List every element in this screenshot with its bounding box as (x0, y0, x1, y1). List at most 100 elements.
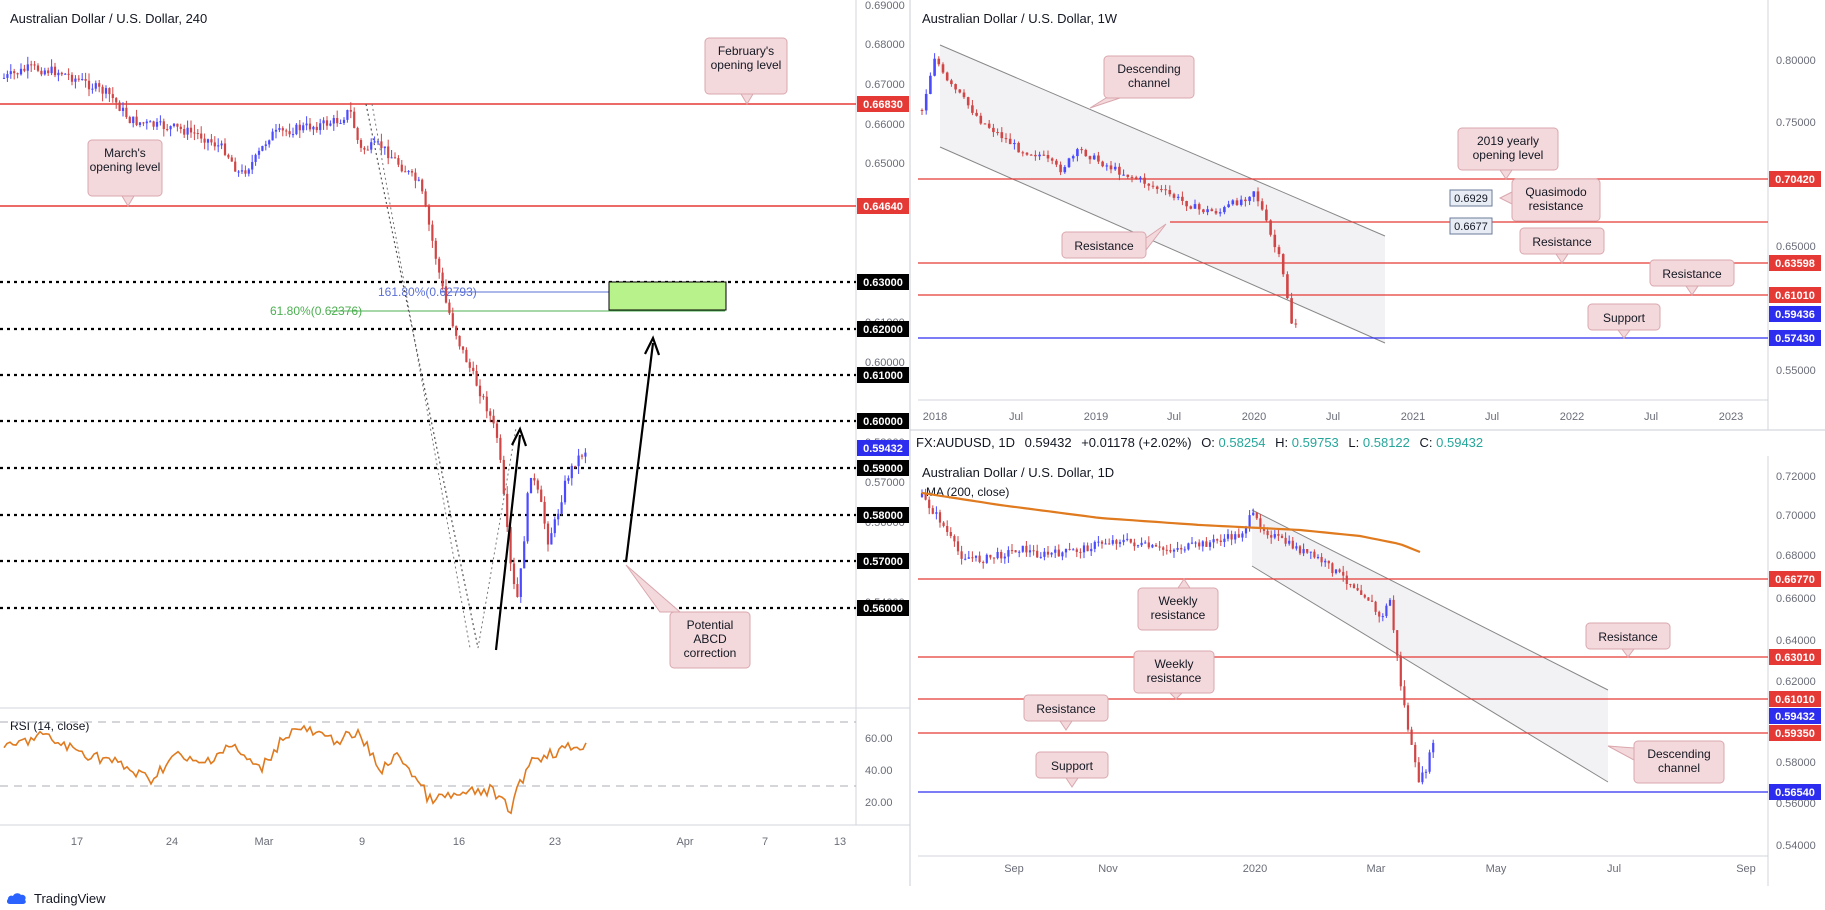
h4-candle (98, 79, 101, 93)
h4-candle (506, 486, 509, 533)
h4-candle (560, 495, 563, 516)
weekly-chart: Australian Dollar / U.S. Dollar, 1W 0.80… (918, 0, 1821, 430)
daily-candle (1406, 702, 1410, 732)
daily-callout-descending: Descending channel (1607, 740, 1725, 784)
weekly-level-box-1: 0.6929 (1449, 189, 1493, 207)
h4-badge: 0.59432 (857, 440, 909, 456)
h4-badge-text: 0.64640 (863, 201, 903, 213)
daily-candle (1424, 769, 1428, 779)
h4-candle (390, 149, 393, 159)
h4-candles (2, 56, 587, 603)
daily-candle (1291, 536, 1294, 550)
weekly-candle (1059, 161, 1062, 176)
h4-rsi-label: 40.00 (865, 765, 893, 777)
daily-candle (1316, 554, 1320, 560)
h4-candle (485, 391, 488, 419)
h4-candle (567, 475, 570, 484)
weekly-candle (1080, 146, 1083, 154)
h4-candle (138, 122, 142, 128)
daily-candle (1068, 542, 1071, 551)
h4-time-label: Mar (255, 836, 274, 848)
weekly-callout-resistance-1-text: Resistance (1532, 235, 1592, 249)
tradingview-cloud-icon (6, 893, 26, 904)
h4-candle (383, 146, 386, 155)
h4-rsi-title: RSI (14, close) (10, 719, 89, 733)
daily-price-label: 0.64000 (1776, 635, 1816, 647)
h4-candle (254, 153, 257, 166)
h4-candle (546, 521, 550, 552)
weekly-candle (1176, 194, 1180, 201)
weekly-candle (1273, 229, 1277, 253)
h4-candle (288, 123, 291, 138)
weekly-candle (1050, 157, 1054, 165)
h4-candle (404, 165, 407, 173)
daily-candle (992, 557, 996, 564)
weekly-candle (1260, 198, 1264, 211)
h4-candle (193, 124, 196, 141)
daily-info-l: 0.58122 (1363, 435, 1410, 450)
weekly-badge-text: 0.61010 (1775, 290, 1815, 302)
daily-badge-text: 0.59432 (1775, 711, 1815, 723)
daily-time-label: Jul (1607, 863, 1621, 875)
weekly-candle (1105, 163, 1109, 171)
weekly-candle (992, 123, 995, 137)
daily-candle (1082, 542, 1086, 559)
daily-candle (1079, 548, 1082, 559)
daily-candle (1230, 530, 1233, 546)
weekly-channel-upper (939, 44, 1386, 237)
weekly-candle (1109, 161, 1113, 174)
weekly-candle (1017, 141, 1020, 153)
daily-candle (1226, 529, 1230, 542)
daily-candle (1284, 532, 1287, 547)
daily-price-label: 0.54000 (1776, 840, 1816, 852)
weekly-time-label: Jul (1326, 411, 1340, 423)
daily-time-label: 2020 (1243, 863, 1267, 875)
weekly-candle (1130, 174, 1134, 183)
daily-candle (1327, 560, 1330, 569)
daily-info-l-label: L: (1348, 435, 1359, 450)
daily-info-h-label: H: (1275, 435, 1288, 450)
h4-candle (533, 473, 536, 486)
daily-candle (1104, 538, 1107, 545)
daily-channel-fill (1252, 510, 1608, 782)
weekly-candle (983, 123, 987, 125)
h4-candle (346, 109, 349, 123)
h4-candle (115, 97, 118, 109)
h4-candle (380, 133, 383, 156)
h4-candle (424, 188, 427, 208)
h4-candle (111, 87, 114, 103)
h4-candle (227, 153, 230, 160)
h4-time-label: 17 (71, 836, 83, 848)
h4-fib-618-label: 61.80%(0.62376) (270, 304, 362, 318)
daily-info-c-label: C: (1420, 435, 1433, 450)
h4-badge-text: 0.66830 (863, 99, 903, 111)
h4-candle (529, 477, 533, 494)
daily-candle (1036, 544, 1039, 558)
daily-candle (1212, 534, 1215, 549)
weekly-candle (1193, 199, 1197, 209)
daily-candle (1061, 551, 1064, 561)
weekly-time-label: 2022 (1560, 411, 1584, 423)
daily-candle (1093, 540, 1096, 553)
daily-candle (1367, 597, 1370, 601)
h4-candle (295, 123, 298, 136)
daily-candle (1158, 541, 1161, 551)
daily-badge: 0.56540 (1769, 784, 1821, 800)
weekly-badge-text: 0.57430 (1775, 333, 1815, 345)
h4-candle (407, 170, 410, 175)
h4-target-zone[interactable] (608, 281, 727, 311)
weekly-candle (987, 119, 991, 129)
weekly-candle (1239, 195, 1243, 207)
weekly-level-box-2: 0.6677 (1449, 217, 1493, 235)
daily-candle (1273, 529, 1276, 540)
h4-callout-march-text: March's opening level (89, 146, 161, 174)
tradingview-logo[interactable]: TradingView (6, 891, 106, 906)
weekly-callout-quasimodo: Quasimodo resistance (1498, 178, 1601, 222)
h4-time-label: 16 (453, 836, 465, 848)
h4-candle (142, 121, 145, 127)
daily-info-line: FX:AUDUSD, 1D 0.59432 +0.01178 (+2.02%) … (916, 435, 1483, 450)
daily-candle (1194, 541, 1197, 548)
daily-price-label: 0.62000 (1776, 676, 1816, 688)
h4-candle (57, 69, 60, 82)
weekly-candle (1256, 187, 1260, 207)
